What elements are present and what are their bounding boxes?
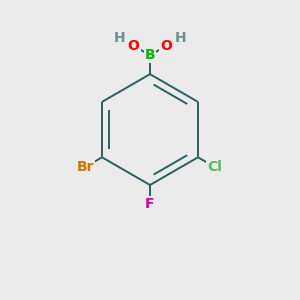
Text: F: F xyxy=(145,197,155,211)
Text: O: O xyxy=(160,39,172,53)
Text: Cl: Cl xyxy=(207,160,222,174)
Text: Br: Br xyxy=(77,160,94,174)
Text: O: O xyxy=(128,39,140,53)
Text: B: B xyxy=(145,48,155,62)
Text: H: H xyxy=(114,31,125,45)
Text: H: H xyxy=(175,31,186,45)
